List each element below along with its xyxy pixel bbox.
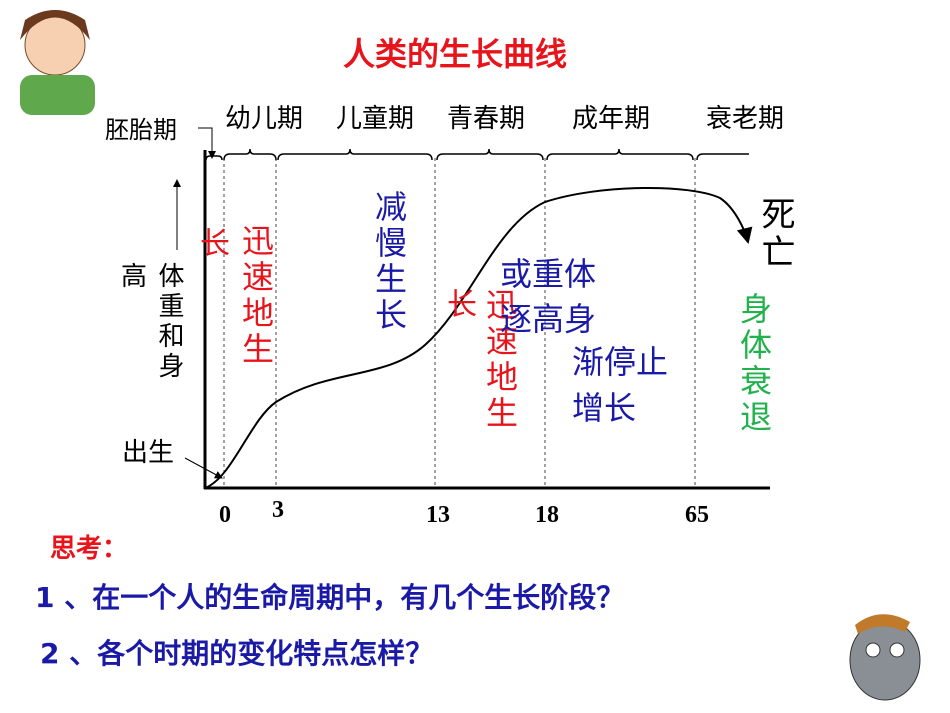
wolf-illustration: [849, 614, 921, 701]
age-label: 0: [219, 502, 231, 528]
birth-label: 出生: [122, 438, 175, 468]
stage-label: 衰老期: [706, 104, 785, 134]
note: 身体衰退: [735, 292, 773, 436]
title: 人类的生长曲线: [342, 35, 568, 73]
growth-curve: [204, 187, 753, 489]
note: 长: [194, 227, 229, 261]
stage-label: 儿童期: [336, 104, 415, 134]
note: 渐停止: [572, 343, 669, 381]
girl-illustration: [20, 10, 95, 115]
think-label: 思考：: [50, 534, 129, 564]
note: 迅速地生: [481, 288, 519, 432]
note: 迅速地生: [237, 224, 275, 368]
death-label: 死亡: [755, 196, 795, 272]
age-label: 13: [426, 502, 450, 528]
stage-label: 成年期: [572, 104, 651, 134]
question: 2 、各个时期的变化特点怎样？: [40, 637, 434, 670]
note: 增长: [572, 389, 637, 427]
birth-pointer: [184, 457, 223, 479]
note: 或重体: [500, 255, 597, 293]
age-label: 65: [685, 502, 709, 528]
embryo-pointer: [198, 127, 216, 159]
stage-label: 幼儿期: [225, 104, 304, 134]
note: 减慢生长: [370, 190, 408, 334]
note: 长: [441, 288, 476, 322]
dividers: [223, 158, 696, 488]
age-label: 18: [535, 502, 559, 528]
stage-label: 胚胎期: [105, 116, 177, 144]
note: 逐高身: [500, 300, 597, 338]
stage-label: 青春期: [447, 104, 526, 134]
question: 1 、在一个人的生命周期中，有几个生长阶段？: [35, 581, 625, 614]
y-axis-label: 高: [121, 262, 148, 292]
braces: [205, 148, 749, 161]
y-axis-label: 体重和身: [154, 262, 184, 382]
age-label: 3: [272, 497, 284, 523]
